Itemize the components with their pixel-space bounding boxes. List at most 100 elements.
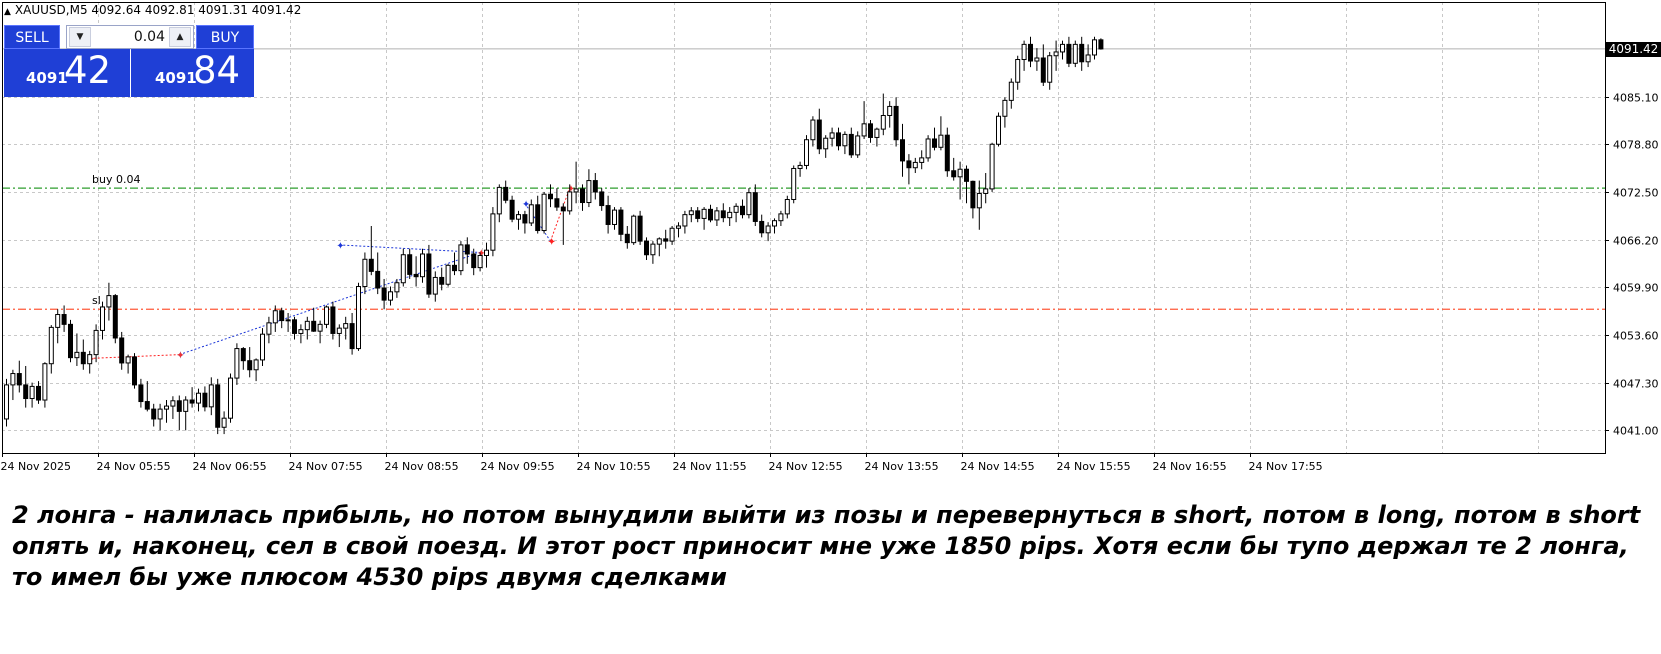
bull-candle-body	[170, 400, 176, 407]
bull-candle-body	[516, 214, 521, 220]
lot-decrease-icon[interactable]: ▼	[69, 27, 91, 47]
bear-candle-body	[503, 186, 509, 201]
order-lines	[2, 48, 1605, 310]
lot-size-value[interactable]: 0.04	[133, 29, 165, 45]
candle	[106, 282, 112, 321]
candle	[266, 316, 272, 344]
buy-button[interactable]: BUY	[196, 25, 254, 49]
bull-candle-body	[4, 384, 9, 420]
bull-candle-body	[688, 210, 694, 216]
bear-candle-body	[439, 276, 445, 285]
sell-price-button[interactable]: 4091 42	[4, 49, 130, 97]
trade-exit-marker: ✦	[477, 248, 485, 259]
bear-candle-body	[132, 356, 137, 386]
y-tick-label: 4053.60	[1613, 330, 1659, 343]
candles	[4, 36, 1104, 435]
bear-candle-body	[663, 238, 669, 242]
candle	[183, 396, 189, 431]
candle	[112, 294, 118, 344]
candle	[29, 382, 35, 408]
one-click-trading-panel: SELL ▼ 0.04 ▲ BUY 4091 42 4091 84	[4, 25, 254, 97]
bull-candle-body	[1053, 51, 1059, 57]
lot-size-field[interactable]: ▼ 0.04 ▲	[66, 25, 194, 49]
candle	[477, 252, 483, 272]
sell-button[interactable]: SELL	[4, 25, 60, 49]
bear-candle-body	[36, 385, 41, 401]
symbol-info-text: XAUUSD,M5 4092.64 4092.81 4091.31 4091.4…	[14, 3, 302, 17]
bear-candle-body	[464, 244, 470, 255]
candle	[624, 225, 630, 249]
candle	[688, 207, 694, 223]
price-chart[interactable]: ✦✦✦✦✦✦✦✦✦✦ 4085.104078.804072.504066.204…	[0, 0, 1661, 476]
candle	[272, 305, 278, 332]
candle	[202, 386, 208, 412]
candle	[919, 150, 925, 170]
candle	[1053, 40, 1059, 71]
bull-candle-body	[1008, 81, 1014, 101]
candle	[503, 180, 509, 204]
candle	[644, 237, 649, 261]
bull-candle-body	[976, 192, 982, 209]
current-price-tag: 4091.42	[1606, 41, 1661, 57]
candle	[413, 256, 419, 287]
candle	[618, 207, 624, 242]
buy-order-line-label[interactable]: buy 0.04	[92, 173, 141, 187]
bear-candle-body	[471, 253, 477, 269]
bull-candle-body	[1085, 54, 1091, 63]
chart-area[interactable]: ✦✦✦✦✦✦✦✦✦✦ 4085.104078.804072.504066.204…	[0, 0, 1661, 476]
collapse-triangle-icon[interactable]: ▲	[4, 7, 11, 17]
candle	[55, 309, 61, 344]
candle	[381, 278, 387, 310]
candle	[68, 319, 73, 363]
candle	[1015, 55, 1021, 90]
buy-price-button[interactable]: 4091 84	[131, 49, 254, 97]
candle	[560, 203, 566, 245]
bull-candle-body	[484, 249, 489, 256]
candle	[874, 127, 880, 147]
bear-candle-body	[695, 210, 701, 219]
stop-loss-line-label[interactable]: sl	[92, 294, 101, 308]
candle	[1079, 36, 1085, 71]
bull-candle-body	[874, 128, 880, 138]
candle	[989, 142, 995, 192]
bear-candle-body	[1066, 43, 1072, 64]
bull-candle-body	[573, 188, 579, 193]
bull-candle-body	[445, 264, 451, 285]
candle	[612, 207, 617, 230]
candle	[388, 286, 393, 306]
candle	[701, 207, 707, 230]
bear-candle-body	[637, 215, 643, 242]
bull-candle-body	[221, 417, 227, 428]
bull-candle-body	[100, 306, 105, 331]
bear-candle-body	[23, 384, 29, 400]
bear-candle-body	[759, 220, 765, 234]
x-tick-label: 24 Nov 13:55	[865, 460, 939, 473]
bear-candle-body	[836, 132, 841, 147]
bear-candle-body	[144, 401, 150, 410]
x-tick-label: 24 Nov 09:55	[481, 460, 555, 473]
candle	[458, 241, 464, 276]
bull-candle-body	[887, 105, 893, 117]
candle	[42, 362, 48, 408]
candle	[240, 347, 246, 370]
candle	[484, 242, 489, 268]
bull-candle-body	[855, 135, 861, 156]
lot-increase-icon[interactable]: ▲	[169, 27, 191, 47]
trade-entry-marker: ✦	[548, 237, 556, 248]
candle	[144, 381, 150, 412]
candle	[778, 210, 784, 226]
bull-candle-body	[356, 286, 361, 350]
bull-candle-body	[676, 225, 681, 229]
bull-candle-body	[925, 138, 931, 159]
bear-candle-body	[189, 399, 195, 404]
candle	[797, 161, 803, 177]
candle	[151, 403, 157, 427]
bull-candle-body	[228, 377, 233, 419]
candle	[592, 173, 598, 200]
bull-candle-body	[842, 133, 848, 147]
bull-candle-body	[74, 351, 80, 359]
bear-candle-body	[618, 209, 624, 235]
bull-candle-body	[298, 329, 304, 334]
candle	[74, 333, 80, 366]
bear-candle-body	[151, 408, 157, 420]
